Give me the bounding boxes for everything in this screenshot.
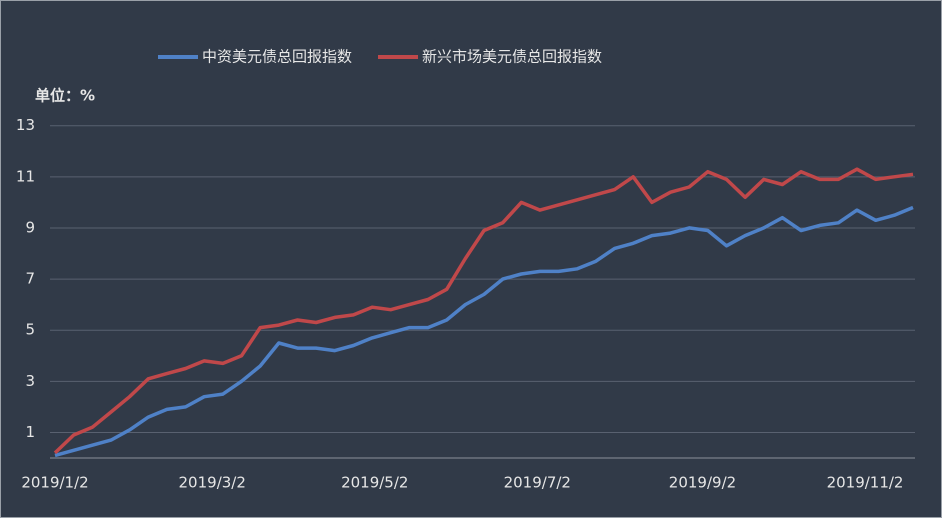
x-tick-label: 2019/9/2 — [669, 474, 736, 492]
y-tick-label: 1 — [25, 423, 35, 441]
y-tick-label: 5 — [25, 321, 35, 339]
x-tick-label: 2019/3/2 — [179, 474, 246, 492]
x-tick-label: 2019/5/2 — [341, 474, 408, 492]
y-tick-label: 11 — [16, 167, 35, 185]
series-line — [53, 167, 914, 455]
y-tick-label: 13 — [16, 116, 35, 134]
legend-label: 中资美元债总回报指数 — [202, 48, 352, 66]
legend-label: 新兴市场美元债总回报指数 — [422, 48, 602, 66]
x-tick-label: 2019/7/2 — [504, 474, 571, 492]
x-tick-label: 2019/1/2 — [21, 474, 88, 492]
y-tick-label: 7 — [25, 270, 35, 288]
y-tick-label: 3 — [25, 372, 35, 390]
unit-label: 单位：% — [35, 87, 95, 105]
series-line — [54, 205, 914, 458]
x-tick-label: 2019/11/2 — [827, 474, 904, 492]
y-tick-label: 9 — [25, 218, 35, 236]
